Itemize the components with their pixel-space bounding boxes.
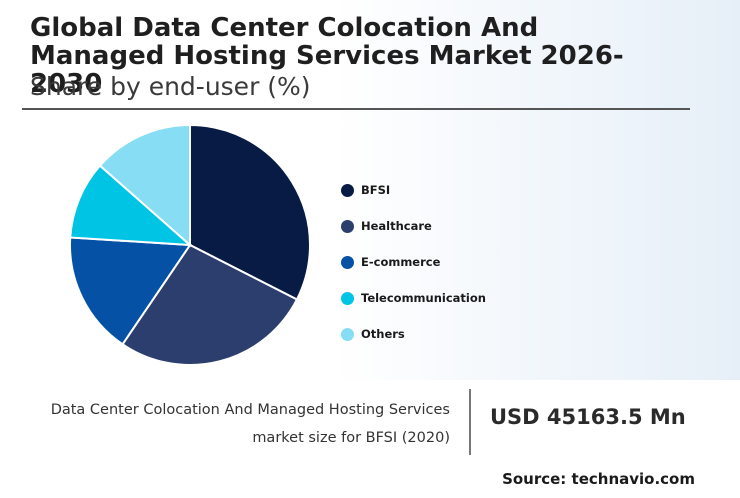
legend-item-healthcare: Healthcare <box>341 208 486 244</box>
legend-item-bfsi: BFSI <box>341 172 486 208</box>
legend-label-others: Others <box>361 327 405 341</box>
stat-value: USD 45163.5 Mn <box>490 405 686 429</box>
legend-swatch-telecommunication <box>341 291 354 305</box>
pie-chart-area <box>65 120 315 370</box>
legend-swatch-healthcare <box>341 219 354 233</box>
pie-slice-e-commerce <box>69 236 192 346</box>
legend-label-bfsi: BFSI <box>361 183 391 197</box>
stat-divider <box>469 389 471 455</box>
legend-swatch-bfsi <box>341 183 354 197</box>
legend-swatch-others <box>341 327 354 341</box>
legend-swatch-e-commerce <box>341 255 354 269</box>
legend-item-e-commerce: E-commerce <box>341 244 486 280</box>
stat-description-line-1: Data Center Colocation And Managed Hosti… <box>50 402 450 418</box>
chart-legend: BFSI Healthcare E-commerce Telecommunicatio… <box>341 172 486 352</box>
pie-slice-bfsi <box>189 123 311 301</box>
title-divider <box>22 108 690 110</box>
pie-slice-healthcare <box>121 243 299 366</box>
pie-slice-telecommunication <box>69 164 193 247</box>
stat-description: Data Center Colocation And Managed Hosti… <box>0 396 450 452</box>
pie-chart <box>69 123 311 366</box>
pie-slice-others <box>98 123 191 248</box>
legend-item-telecommunication: Telecommunication <box>341 280 486 316</box>
legend-label-healthcare: Healthcare <box>361 219 432 233</box>
chart-title: Global Data Center Colocation And Manage… <box>30 13 624 99</box>
legend-label-telecommunication: Telecommunication <box>361 291 486 305</box>
source-credit: Source: technavio.com <box>502 470 695 488</box>
chart-subtitle: Share by end-user (%) <box>30 72 311 101</box>
legend-item-others: Others <box>341 316 486 352</box>
legend-label-e-commerce: E-commerce <box>361 255 441 269</box>
stat-description-line-2: market size for BFSI (2020) <box>252 430 450 446</box>
